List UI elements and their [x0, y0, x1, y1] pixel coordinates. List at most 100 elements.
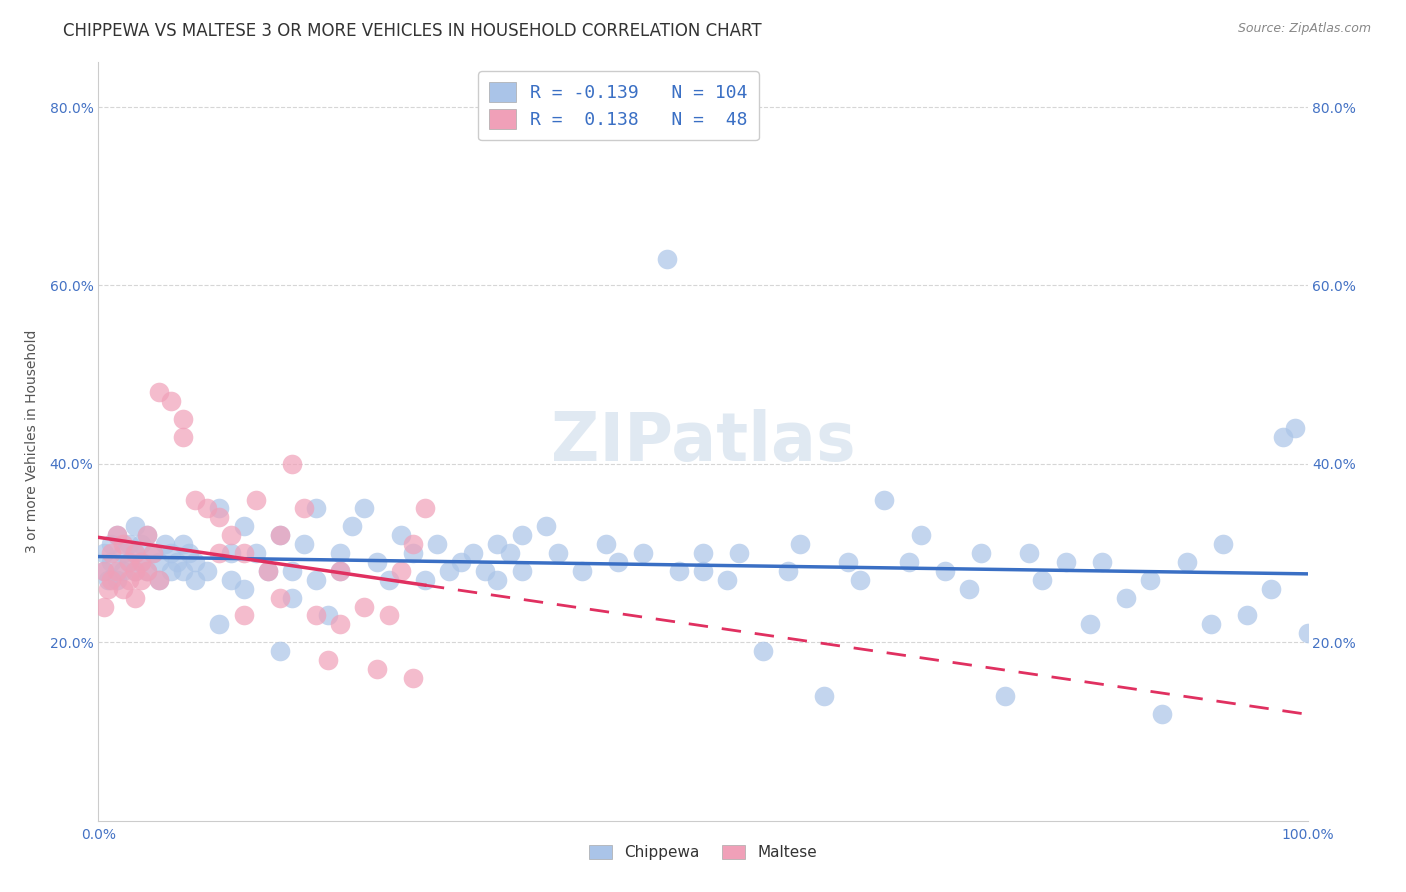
- Point: [329, 546, 352, 560]
- Point: [595, 537, 617, 551]
- Point: [1152, 706, 1174, 721]
- Point: [498, 546, 520, 560]
- Point: [547, 546, 569, 560]
- Point: [1115, 591, 1137, 605]
- Point: [172, 564, 194, 578]
- Point: [1018, 546, 1040, 560]
- Point: [172, 430, 194, 444]
- Point: [789, 537, 811, 551]
- Point: [118, 555, 141, 569]
- Point: [281, 564, 304, 578]
- Point: [221, 546, 243, 560]
- Point: [607, 555, 630, 569]
- Point: [910, 528, 932, 542]
- Point: [486, 573, 509, 587]
- Point: [232, 608, 254, 623]
- Point: [142, 546, 165, 560]
- Point: [148, 385, 170, 400]
- Point: [135, 528, 157, 542]
- Point: [957, 582, 980, 596]
- Point: [994, 689, 1017, 703]
- Point: [100, 573, 122, 587]
- Point: [1272, 430, 1295, 444]
- Point: [245, 546, 267, 560]
- Point: [463, 546, 485, 560]
- Point: [1284, 421, 1306, 435]
- Text: CHIPPEWA VS MALTESE 3 OR MORE VEHICLES IN HOUSEHOLD CORRELATION CHART: CHIPPEWA VS MALTESE 3 OR MORE VEHICLES I…: [63, 22, 762, 40]
- Point: [728, 546, 751, 560]
- Point: [153, 537, 176, 551]
- Point: [413, 573, 436, 587]
- Point: [402, 537, 425, 551]
- Point: [100, 537, 122, 551]
- Point: [256, 564, 278, 578]
- Point: [97, 582, 120, 596]
- Point: [232, 582, 254, 596]
- Point: [402, 546, 425, 560]
- Point: [342, 519, 364, 533]
- Point: [366, 662, 388, 676]
- Point: [269, 644, 291, 658]
- Point: [776, 564, 799, 578]
- Point: [129, 537, 152, 551]
- Point: [256, 564, 278, 578]
- Point: [195, 564, 218, 578]
- Point: [897, 555, 920, 569]
- Text: Source: ZipAtlas.com: Source: ZipAtlas.com: [1237, 22, 1371, 36]
- Point: [402, 671, 425, 685]
- Point: [232, 546, 254, 560]
- Text: ZIPatlas: ZIPatlas: [551, 409, 855, 475]
- Point: [1091, 555, 1114, 569]
- Point: [93, 564, 115, 578]
- Point: [221, 528, 243, 542]
- Point: [160, 394, 183, 409]
- Point: [124, 564, 146, 578]
- Point: [1031, 573, 1053, 587]
- Point: [208, 546, 231, 560]
- Point: [437, 564, 460, 578]
- Point: [160, 546, 183, 560]
- Point: [692, 564, 714, 578]
- Point: [148, 573, 170, 587]
- Point: [245, 492, 267, 507]
- Point: [124, 591, 146, 605]
- Legend: Chippewa, Maltese: Chippewa, Maltese: [582, 838, 824, 866]
- Y-axis label: 3 or more Vehicles in Household: 3 or more Vehicles in Household: [24, 330, 38, 553]
- Point: [353, 501, 375, 516]
- Point: [118, 537, 141, 551]
- Point: [510, 528, 533, 542]
- Point: [1078, 617, 1101, 632]
- Point: [571, 564, 593, 578]
- Point: [377, 573, 399, 587]
- Point: [305, 608, 328, 623]
- Point: [1296, 626, 1319, 640]
- Point: [166, 555, 188, 569]
- Point: [221, 573, 243, 587]
- Point: [172, 537, 194, 551]
- Point: [93, 564, 115, 578]
- Point: [281, 457, 304, 471]
- Point: [184, 492, 207, 507]
- Point: [124, 519, 146, 533]
- Point: [232, 519, 254, 533]
- Point: [208, 510, 231, 524]
- Point: [269, 528, 291, 542]
- Point: [124, 564, 146, 578]
- Point: [292, 537, 315, 551]
- Point: [849, 573, 872, 587]
- Point: [179, 546, 201, 560]
- Point: [195, 501, 218, 516]
- Point: [316, 608, 339, 623]
- Point: [129, 555, 152, 569]
- Point: [97, 573, 120, 587]
- Point: [1236, 608, 1258, 623]
- Point: [316, 653, 339, 667]
- Point: [305, 573, 328, 587]
- Point: [450, 555, 472, 569]
- Point: [208, 617, 231, 632]
- Point: [934, 564, 956, 578]
- Point: [100, 555, 122, 569]
- Point: [366, 555, 388, 569]
- Point: [111, 546, 134, 560]
- Point: [111, 564, 134, 578]
